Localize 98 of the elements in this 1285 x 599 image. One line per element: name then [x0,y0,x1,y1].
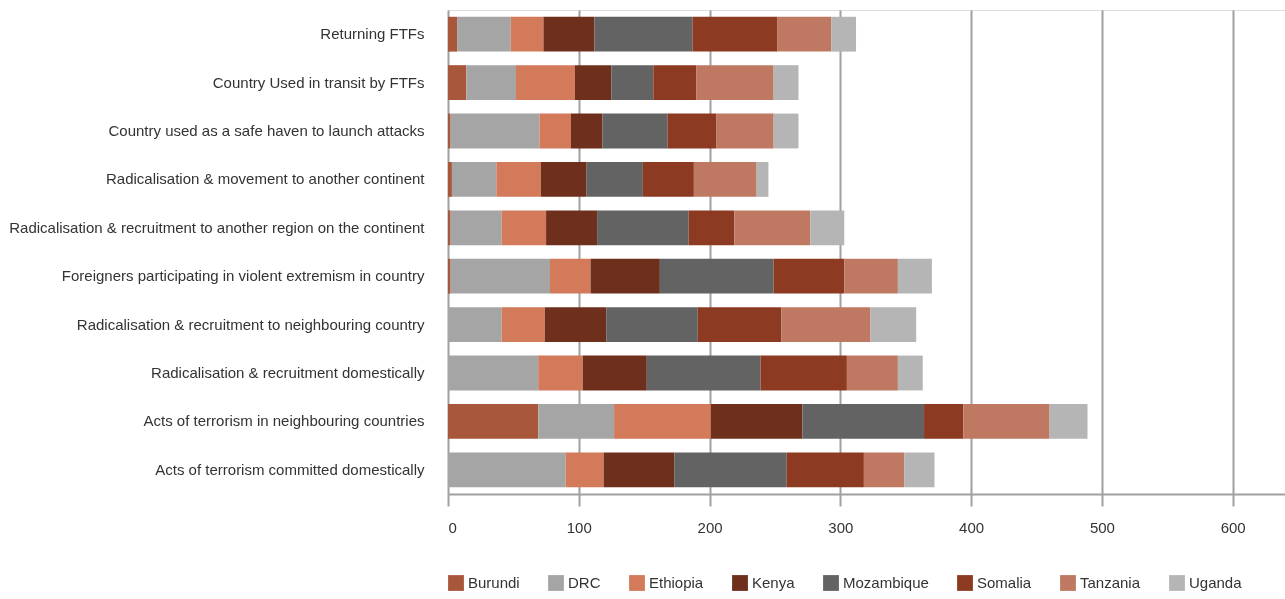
bar [457,16,511,52]
bar [810,210,845,246]
bar [963,403,1050,439]
bar [448,161,452,197]
legend-label: Burundi [468,574,520,591]
bar [603,452,675,488]
bar [550,258,591,294]
legend-label: Mozambique [843,574,929,591]
bar [692,16,778,52]
bar [924,403,964,439]
bar [602,113,668,149]
x-tick-label: 400 [959,518,985,536]
bar [450,258,551,294]
bar [590,258,660,294]
bar [574,65,612,101]
bar [466,65,517,101]
y-tick-label: Acts of terrorism in neighbouring countries [143,412,425,430]
bar [510,16,544,52]
bar [904,452,935,488]
bar [543,16,595,52]
bar [653,65,697,101]
bar [546,210,598,246]
bar [450,113,540,149]
bar [450,210,502,246]
bar [594,16,693,52]
bar [773,65,799,101]
bar [897,355,923,391]
bar [448,16,458,52]
bar [501,307,545,343]
bar [565,452,604,488]
bar [696,65,774,101]
bar [538,355,583,391]
y-tick-label: Foreigners participating in violent extremism in country [61,267,425,285]
bar [773,258,845,294]
legend-label: DRC [568,574,601,591]
bar [448,258,451,294]
bar [451,161,497,197]
bar [597,210,689,246]
bar [448,403,539,439]
x-tick-label: 300 [828,518,854,536]
bar [448,113,451,149]
x-tick-label: 500 [1089,518,1115,536]
bar [802,403,925,439]
bar [540,161,587,197]
bar [1049,403,1088,439]
bar [586,161,643,197]
y-tick-label: Radicalisation & movement to another continent [105,170,426,188]
bar [659,258,774,294]
bar [448,65,467,101]
y-tick-label: Acts of terrorism committed domestically [155,460,425,478]
bar [777,16,832,52]
bar [781,307,871,343]
x-tick-label: 100 [566,518,592,536]
legend-label: Somalia [977,574,1032,591]
bar [844,258,898,294]
bar [734,210,811,246]
bar [760,355,847,391]
bar [501,210,547,246]
bar [870,307,917,343]
legend-label: Tanzania [1080,574,1141,591]
bar [448,210,451,246]
bar [496,161,541,197]
y-tick-label: Radicalisation & recruitment to another region on the continent [9,218,426,236]
bar [544,307,607,343]
y-tick-label: Radicalisation & recruitment to neighbouring country [76,315,425,333]
bar [716,113,774,149]
bar [710,403,803,439]
bar [646,355,761,391]
bar [516,65,575,101]
bar [582,355,647,391]
bar [773,113,799,149]
y-tick-label: Country used as a safe haven to launch attacks [108,122,425,139]
bar [642,161,694,197]
bar [688,210,735,246]
y-tick-label: Returning FTFs [320,25,425,43]
x-tick-label: 600 [1220,518,1246,536]
bar [539,113,571,149]
bar [756,161,769,197]
bar [570,113,603,149]
legend-label: Ethiopia [649,574,704,591]
bar [697,307,782,343]
bar [614,403,711,439]
bar [611,65,654,101]
bar [606,307,698,343]
bar [693,161,757,197]
x-tick-label: 0 [448,518,457,536]
x-tick-label: 200 [697,518,723,536]
legend-label: Kenya [752,574,796,591]
bar [846,355,898,391]
bar [897,258,932,294]
bar [831,16,857,52]
bar [667,113,717,149]
y-tick-label: Country Used in transit by FTFs [212,73,425,91]
y-tick-label: Radicalisation & recruitment domestically [151,364,425,381]
bar [786,452,864,488]
bar [674,452,787,488]
bar [863,452,905,488]
legend-label: Uganda [1189,574,1243,591]
